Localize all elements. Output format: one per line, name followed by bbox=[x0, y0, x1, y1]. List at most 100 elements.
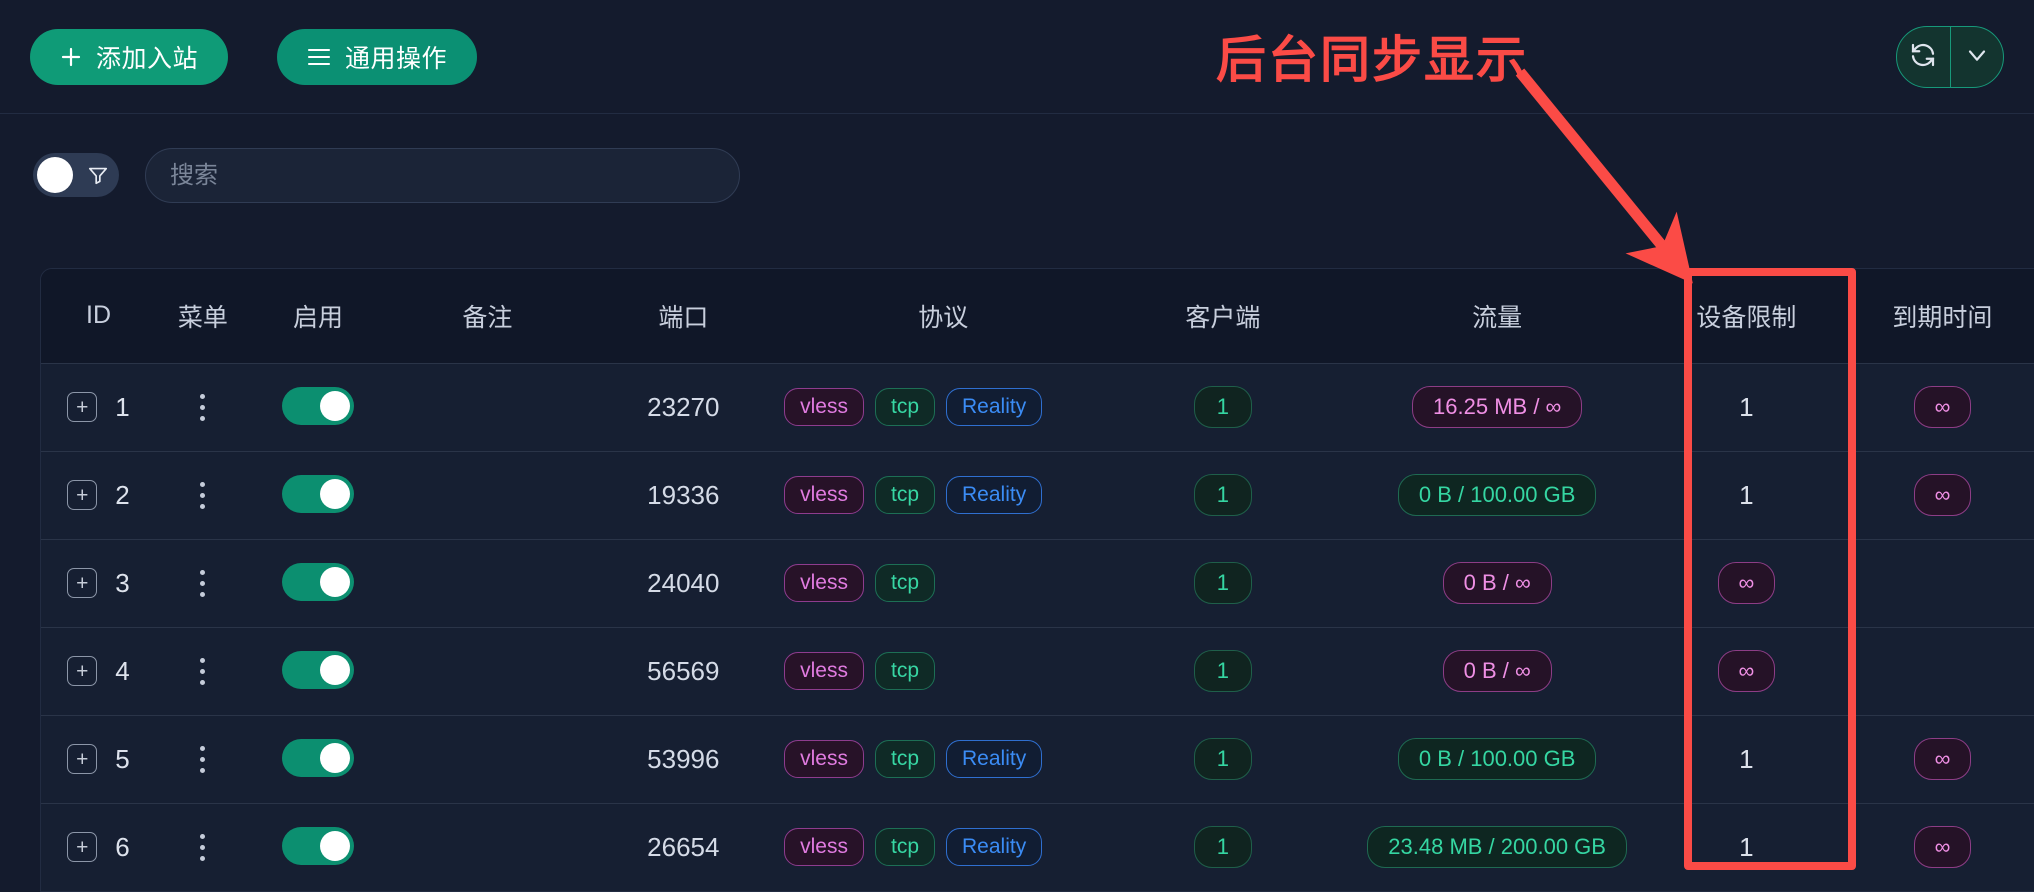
kebab-menu-icon[interactable] bbox=[156, 393, 250, 421]
cell-device-limit: ∞ bbox=[1656, 627, 1836, 716]
cell-enable bbox=[250, 803, 386, 891]
general-actions-button[interactable]: 通用操作 bbox=[277, 29, 478, 85]
header-menu[interactable]: 菜单 bbox=[156, 269, 250, 364]
enable-toggle[interactable] bbox=[281, 650, 354, 689]
cell-enable bbox=[249, 627, 387, 716]
kebab-menu-icon[interactable] bbox=[156, 657, 250, 685]
enable-toggle[interactable] bbox=[281, 474, 354, 513]
enable-toggle[interactable] bbox=[281, 562, 354, 601]
inbounds-table: ID 菜单 启用 备注 端口 协议 客户端 流量 设备限制 到期时间 + 1 bbox=[41, 269, 2034, 891]
cell-device-limit: 1 bbox=[1656, 715, 1836, 804]
header-id[interactable]: ID bbox=[41, 269, 157, 364]
add-inbound-button[interactable]: 添加入站 bbox=[30, 29, 229, 85]
expiry-badge: ∞ bbox=[1913, 473, 1972, 517]
kebab-menu-icon[interactable] bbox=[156, 481, 250, 509]
expand-row-button[interactable]: + bbox=[67, 480, 98, 510]
table-row[interactable]: + 3 24040 vless tcp 1 0 B / ∞ ∞ bbox=[41, 539, 2034, 628]
protocol-tag-vless[interactable]: vless bbox=[784, 739, 864, 779]
protocol-tag-tcp[interactable]: tcp bbox=[874, 828, 935, 867]
refresh-button[interactable] bbox=[1897, 27, 1950, 87]
header-clients[interactable]: 客户端 bbox=[1108, 269, 1338, 364]
expand-row-button[interactable]: + bbox=[67, 832, 98, 863]
protocol-tag-tcp[interactable]: tcp bbox=[874, 475, 935, 515]
table-row[interactable]: + 4 56569 vless tcp 1 0 B / ∞ ∞ bbox=[41, 627, 2034, 716]
header-note[interactable]: 备注 bbox=[386, 269, 589, 364]
expiry-badge: ∞ bbox=[1913, 826, 1972, 869]
expand-row-button[interactable]: + bbox=[67, 568, 98, 598]
port-value: 19336 bbox=[647, 479, 720, 510]
cell-traffic: 0 B / ∞ bbox=[1337, 539, 1657, 628]
table-row[interactable]: + 6 26654 vless tcp Reality 1 23.48 MB / 2… bbox=[41, 803, 2034, 891]
traffic-badge: 0 B / ∞ bbox=[1442, 561, 1552, 605]
expand-row-button[interactable]: + bbox=[67, 744, 98, 774]
protocol-tag-reality[interactable]: Reality bbox=[946, 475, 1043, 515]
traffic-badge: 0 B / 100.00 GB bbox=[1397, 473, 1597, 517]
client-count-badge: 1 bbox=[1193, 649, 1252, 693]
enable-toggle[interactable] bbox=[281, 826, 354, 865]
annotation-label: 后台同步显示 bbox=[1216, 32, 1528, 88]
protocol-tag-vless[interactable]: vless bbox=[784, 475, 864, 515]
header-enable[interactable]: 启用 bbox=[249, 269, 387, 364]
cell-protocol: vless tcp Reality bbox=[778, 363, 1109, 452]
cell-traffic: 23.48 MB / 200.00 GB bbox=[1337, 803, 1657, 891]
traffic-badge: 0 B / ∞ bbox=[1442, 649, 1552, 693]
filter-toggle[interactable] bbox=[33, 153, 119, 197]
protocol-tag-reality[interactable]: Reality bbox=[946, 739, 1043, 779]
cell-menu bbox=[156, 539, 250, 628]
port-value: 26654 bbox=[647, 831, 720, 862]
device-limit-value: 1 bbox=[1739, 391, 1754, 422]
cell-expiry bbox=[1835, 539, 2034, 628]
protocol-tag-reality[interactable]: Reality bbox=[946, 828, 1043, 867]
kebab-menu-icon[interactable] bbox=[156, 833, 250, 861]
cell-protocol: vless tcp Reality bbox=[778, 715, 1109, 804]
enable-toggle-knob bbox=[319, 830, 350, 861]
protocol-tag-tcp[interactable]: tcp bbox=[874, 563, 935, 603]
protocol-tag-reality[interactable]: Reality bbox=[946, 387, 1043, 427]
table-row[interactable]: + 1 23270 vless tcp Reality 1 16.25 MB / ∞… bbox=[41, 363, 2034, 452]
table-row[interactable]: + 5 53996 vless tcp Reality 1 0 B / 100.00… bbox=[41, 715, 2034, 804]
protocol-tag-vless[interactable]: vless bbox=[784, 828, 864, 867]
client-count-badge: 1 bbox=[1193, 737, 1252, 781]
filter-row bbox=[0, 114, 2034, 236]
header-expiry[interactable]: 到期时间 bbox=[1835, 269, 2034, 364]
device-limit-value: 1 bbox=[1739, 479, 1754, 510]
enable-toggle[interactable] bbox=[281, 386, 354, 425]
protocol-tag-vless[interactable]: vless bbox=[784, 387, 864, 427]
header-protocol[interactable]: 协议 bbox=[778, 269, 1109, 364]
cell-menu bbox=[156, 627, 250, 716]
cell-port: 19336 bbox=[588, 451, 779, 540]
kebab-menu-icon[interactable] bbox=[156, 745, 250, 773]
protocol-tag-tcp[interactable]: tcp bbox=[874, 739, 935, 779]
enable-toggle[interactable] bbox=[281, 738, 354, 777]
header-port[interactable]: 端口 bbox=[588, 269, 779, 364]
protocol-tag-tcp[interactable]: tcp bbox=[874, 387, 935, 427]
general-actions-label: 通用操作 bbox=[345, 45, 448, 73]
cell-expiry: ∞ bbox=[1836, 803, 2034, 891]
filter-toggle-knob bbox=[37, 157, 73, 193]
cell-clients: 1 bbox=[1108, 803, 1337, 891]
protocol-tag-vless[interactable]: vless bbox=[784, 563, 864, 603]
cell-expiry bbox=[1835, 627, 2034, 716]
header-device-limit[interactable]: 设备限制 bbox=[1656, 269, 1836, 364]
cell-id: + 6 bbox=[41, 803, 156, 891]
port-value: 23270 bbox=[647, 391, 720, 422]
table-row[interactable]: + 2 19336 vless tcp Reality 1 0 B / 100.00… bbox=[41, 451, 2034, 540]
cell-note bbox=[386, 715, 589, 804]
expand-row-button[interactable]: + bbox=[67, 392, 98, 422]
expand-row-button[interactable]: + bbox=[67, 656, 98, 686]
search-input[interactable] bbox=[145, 148, 740, 203]
refresh-dropdown-button[interactable] bbox=[1949, 27, 2004, 87]
cell-expiry: ∞ bbox=[1835, 715, 2034, 804]
add-inbound-label: 添加入站 bbox=[96, 45, 199, 73]
cell-traffic: 0 B / 100.00 GB bbox=[1337, 715, 1657, 804]
header-traffic[interactable]: 流量 bbox=[1337, 269, 1657, 364]
protocol-tag-vless[interactable]: vless bbox=[784, 651, 864, 691]
row-id: 6 bbox=[115, 831, 130, 862]
device-limit-value: 1 bbox=[1739, 831, 1754, 862]
kebab-menu-icon[interactable] bbox=[156, 569, 250, 597]
cell-port: 23270 bbox=[588, 363, 779, 452]
row-id: 5 bbox=[115, 743, 130, 774]
protocol-tag-tcp[interactable]: tcp bbox=[874, 651, 935, 691]
cell-clients: 1 bbox=[1108, 627, 1338, 716]
cell-port: 26654 bbox=[589, 803, 779, 891]
